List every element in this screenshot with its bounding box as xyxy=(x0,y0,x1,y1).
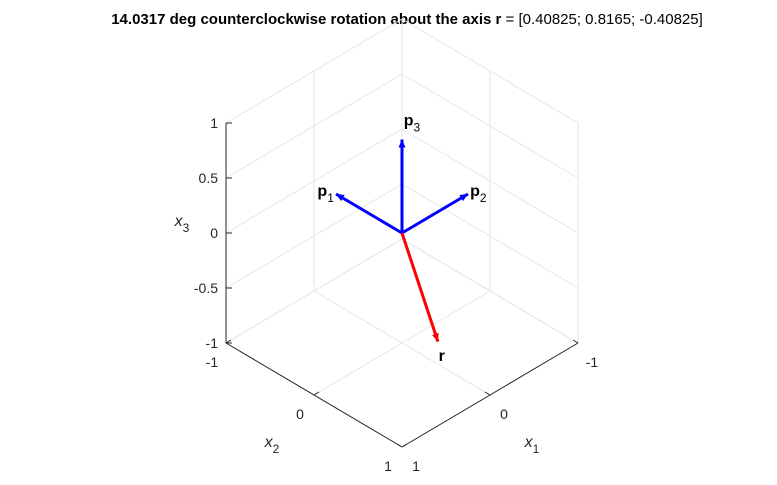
vector-p1 xyxy=(335,192,403,235)
grid-line xyxy=(401,18,579,124)
axes-box xyxy=(225,122,579,448)
x1-tick-mark xyxy=(484,391,491,396)
grid-line xyxy=(313,290,491,396)
x3-tick-label: -1 xyxy=(206,335,219,351)
axis-labels: x3 x2 x1 xyxy=(174,213,540,456)
vector-r xyxy=(400,232,440,343)
grid-line xyxy=(401,183,579,289)
vector-p1-arrowhead xyxy=(336,194,345,202)
vector-r-arrowhead xyxy=(432,332,439,342)
x3-axis-label: x3 xyxy=(174,213,190,235)
vector-p3-label: p3 xyxy=(404,113,421,135)
vector-r-label: r xyxy=(439,348,445,365)
x3-tick-label: -0.5 xyxy=(194,280,218,296)
x3-tick-label: 0 xyxy=(210,225,218,241)
x1-tick-label: 1 xyxy=(412,458,420,474)
grid-line xyxy=(225,18,403,124)
grid-line xyxy=(225,238,403,344)
x2-tick-label: 1 xyxy=(384,458,392,474)
tick-labels: -1 -0.5 0 0.5 1 -1 0 1 -1 0 1 xyxy=(194,115,599,474)
grid-line xyxy=(225,183,403,289)
vector-p2-arrowhead xyxy=(459,194,468,202)
vector-p3-arrowhead xyxy=(398,139,406,148)
x1-tick-label: -1 xyxy=(586,354,599,370)
x1-axis-label: x1 xyxy=(524,434,540,456)
vector-p2-label: p2 xyxy=(470,183,487,205)
x2-tick-label: -1 xyxy=(206,354,219,370)
x2-tick-mark xyxy=(225,339,232,344)
vector-p1-label: p1 xyxy=(317,183,334,205)
vectors: p1 p2 p3 r xyxy=(317,113,486,365)
x2-tick-mark xyxy=(401,443,408,448)
chart-title-axis-symbol: r xyxy=(496,11,502,28)
grid-line xyxy=(401,73,579,179)
chart-title-bold: 14.0317 deg counterclockwise rotation ab… xyxy=(111,11,495,28)
vector-p2 xyxy=(401,192,469,235)
x1-tick-label: 0 xyxy=(500,406,508,422)
x2-tick-mark xyxy=(313,391,320,396)
chart-title-rest: = [0.40825; 0.8165; -0.40825] xyxy=(501,11,702,28)
x3-tick-label: 0.5 xyxy=(199,170,219,186)
x1-tick-mark xyxy=(396,443,403,448)
x2-tick-label: 0 xyxy=(296,406,304,422)
chart-title: 14.0317 deg counterclockwise rotation ab… xyxy=(111,11,703,28)
x1-tick-mark xyxy=(572,339,579,344)
grid-line xyxy=(225,128,403,234)
x3-tick-label: 1 xyxy=(210,115,218,131)
grid-line xyxy=(225,73,403,179)
grid-line xyxy=(401,128,579,234)
x2-axis-label: x2 xyxy=(264,434,280,456)
